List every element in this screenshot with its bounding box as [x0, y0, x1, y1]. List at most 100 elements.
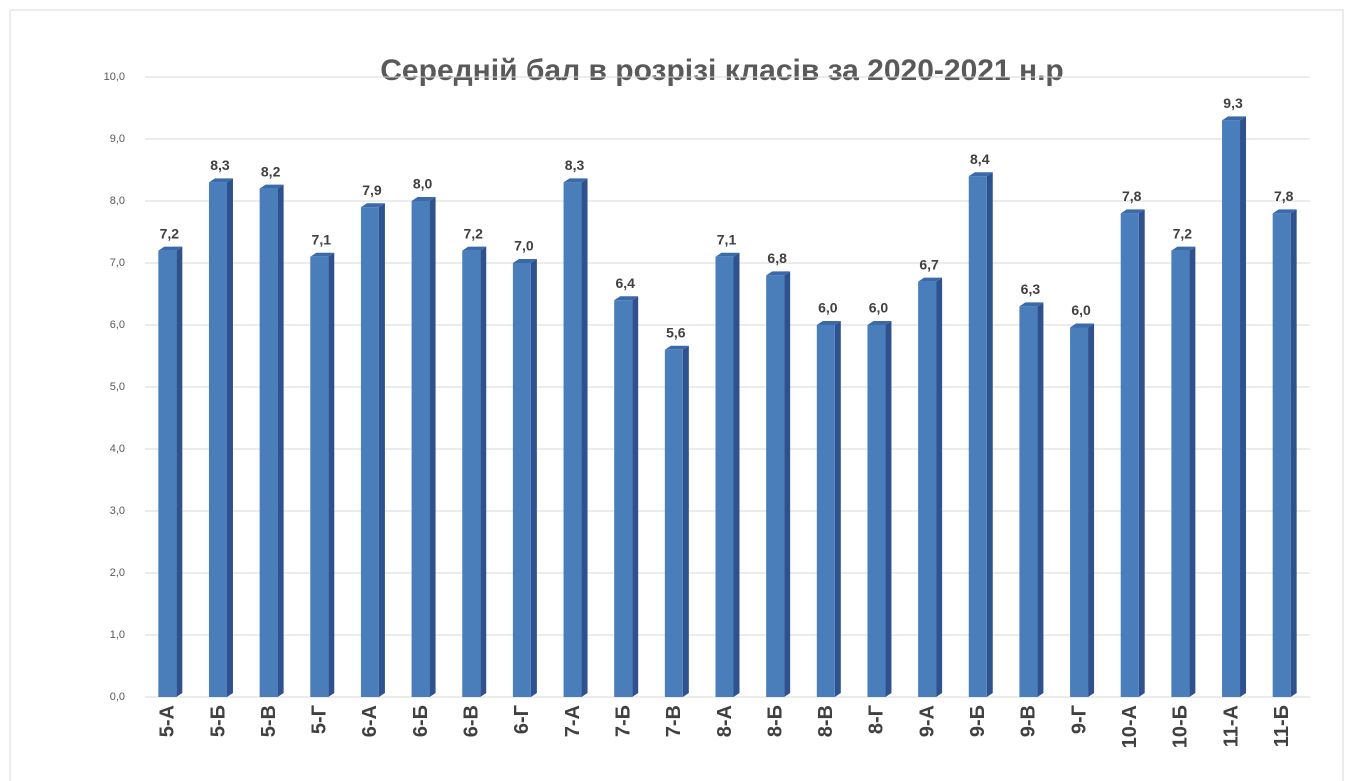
bar-top [766, 271, 791, 276]
bar [1171, 250, 1190, 697]
bar-side [1037, 302, 1044, 697]
x-tick-label: 11-Б [1271, 705, 1293, 747]
x-tick-label: 5-В [258, 705, 280, 737]
data-label: 7,0 [514, 238, 534, 254]
data-label: 8,2 [261, 163, 281, 179]
data-label: 7,8 [1274, 188, 1294, 204]
bar-top [1272, 209, 1297, 214]
bar [259, 188, 278, 697]
data-label: 7,9 [362, 182, 382, 198]
x-tick-label: 8-Б [764, 705, 786, 737]
y-tick-label: 4,0 [110, 443, 125, 455]
bar-top [411, 197, 436, 201]
bar-side [733, 252, 740, 698]
y-tick-label: 3,0 [110, 505, 125, 517]
data-label: 8,0 [413, 176, 433, 192]
bar [664, 349, 683, 697]
bar [1222, 120, 1241, 697]
x-tick-label: 9-Б [967, 705, 989, 737]
bar-side [226, 178, 233, 697]
x-tick-label: 9-В [1018, 705, 1040, 737]
bar [1070, 327, 1089, 697]
bar [360, 207, 379, 697]
bar-side [429, 197, 436, 697]
x-tick-label: 10-А [1119, 705, 1141, 748]
x-tick-label: 6-Г [511, 705, 533, 734]
bar-side [784, 271, 791, 697]
bar-top [1171, 246, 1196, 251]
bar-top [1120, 209, 1145, 214]
data-label: 7,2 [160, 225, 180, 241]
bar-top [158, 246, 183, 251]
bar-top [664, 345, 689, 350]
data-label: 7,8 [1122, 188, 1142, 204]
data-label: 6,3 [1021, 281, 1041, 297]
data-label: 6,4 [615, 275, 635, 291]
bar-top [1070, 323, 1095, 328]
y-tick-label: 2,0 [110, 567, 125, 579]
bar [867, 325, 886, 697]
bar-side [1240, 116, 1247, 697]
x-tick-label: 5-Б [207, 705, 229, 737]
bar-side [480, 246, 487, 697]
y-tick-label: 6,0 [110, 319, 125, 331]
y-tick-label: 5,0 [110, 381, 125, 393]
y-tick-label: 9,0 [110, 133, 125, 145]
bar [411, 201, 430, 697]
bar-top [1019, 302, 1044, 307]
y-tick-label: 0,0 [110, 691, 125, 703]
bar-side [682, 345, 689, 697]
data-label: 6,0 [869, 300, 889, 316]
x-tick-label: 10-Б [1170, 705, 1192, 748]
x-tick-label: 7-А [562, 705, 584, 737]
bar-side [277, 184, 284, 698]
bar-top [259, 184, 284, 189]
bar-top [968, 172, 993, 177]
bar [563, 182, 582, 697]
data-label: 6,8 [767, 250, 787, 266]
data-label: 8,3 [565, 157, 585, 173]
bar-top [208, 178, 233, 183]
x-tick-label: 9-Г [1068, 705, 1090, 734]
x-tick-label: 6-В [461, 705, 483, 737]
bar [918, 281, 937, 697]
bar-top [918, 277, 943, 282]
bar-top [462, 246, 487, 251]
bar-side [530, 259, 537, 697]
x-tick-label: 7-Б [612, 705, 634, 737]
bar-side [885, 321, 892, 697]
bar [816, 325, 835, 697]
bar-side [834, 321, 841, 697]
x-tick-label: 7-В [663, 705, 685, 737]
x-tick-label: 5-А [157, 705, 179, 737]
bar-top [1222, 116, 1247, 121]
bar [158, 250, 177, 697]
chart-title: Середній бал в розрізі класів за 2020-20… [380, 54, 1063, 87]
x-tick-label: 6-А [359, 705, 381, 737]
bar [310, 256, 329, 697]
bar-side [1290, 209, 1297, 697]
x-tick-label: 11-А [1220, 705, 1242, 747]
bar-top [512, 259, 537, 263]
bar [614, 300, 633, 697]
data-label: 6,7 [919, 256, 939, 272]
bar-side [1189, 246, 1196, 697]
data-label: 6,0 [818, 300, 838, 316]
bar-side [176, 246, 183, 697]
data-label: 7,2 [464, 225, 484, 241]
bar-top [310, 252, 335, 257]
y-tick-label: 1,0 [110, 629, 125, 641]
bar-side [936, 277, 943, 697]
data-label: 8,4 [970, 151, 990, 167]
bar-side [632, 296, 639, 697]
data-label: 7,1 [717, 232, 737, 248]
bar-top [867, 321, 892, 325]
bar [1019, 306, 1038, 697]
bar [968, 176, 987, 697]
bar [512, 263, 531, 697]
bar [1120, 213, 1139, 697]
bar [766, 275, 785, 697]
data-label: 7,1 [312, 232, 332, 248]
y-tick-label: 10,0 [104, 71, 125, 83]
bar-side [328, 252, 335, 698]
